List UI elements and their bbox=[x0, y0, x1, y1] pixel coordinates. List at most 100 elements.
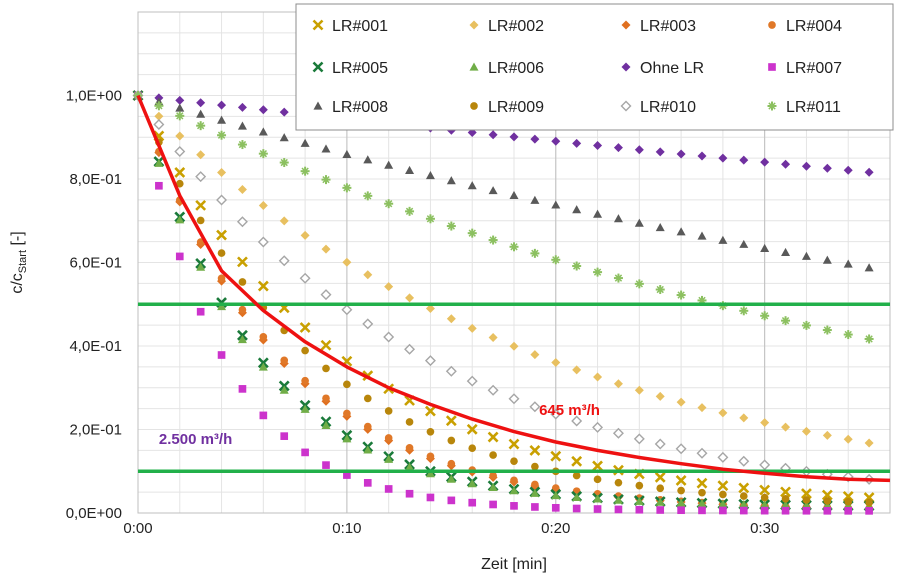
data-point bbox=[467, 181, 477, 190]
data-point bbox=[299, 322, 311, 333]
x-tick-label: 0:20 bbox=[541, 520, 570, 537]
legend-marker bbox=[312, 61, 324, 73]
data-point bbox=[405, 293, 415, 303]
data-point bbox=[509, 190, 519, 200]
data-point bbox=[801, 320, 811, 330]
data-point bbox=[571, 455, 583, 467]
data-point bbox=[195, 199, 207, 211]
data-point bbox=[571, 415, 583, 427]
fit-curve-line bbox=[136, 94, 891, 483]
legend-marker bbox=[620, 100, 632, 112]
data-point bbox=[739, 155, 749, 165]
data-point bbox=[299, 272, 311, 284]
data-point bbox=[572, 504, 581, 513]
data-point bbox=[489, 451, 497, 459]
data-point bbox=[613, 379, 623, 389]
data-point bbox=[593, 141, 603, 151]
legend-label: LR#011 bbox=[786, 99, 841, 116]
data-point bbox=[342, 257, 352, 267]
data-point bbox=[760, 506, 769, 515]
data-point bbox=[467, 228, 477, 238]
data-point bbox=[696, 477, 708, 489]
data-point bbox=[258, 105, 268, 115]
data-point bbox=[675, 443, 687, 455]
legend-marker bbox=[767, 101, 777, 111]
data-point bbox=[739, 239, 749, 248]
data-point bbox=[175, 252, 184, 261]
data-point bbox=[343, 471, 351, 479]
data-point bbox=[425, 171, 435, 180]
data-point bbox=[321, 175, 331, 185]
data-point bbox=[822, 325, 832, 335]
data-point bbox=[488, 186, 498, 195]
data-point bbox=[217, 274, 226, 283]
series-LR#003 bbox=[133, 91, 874, 514]
data-point bbox=[446, 176, 456, 185]
data-point bbox=[343, 380, 351, 389]
data-point bbox=[342, 183, 352, 193]
data-point bbox=[843, 330, 853, 340]
data-point bbox=[633, 433, 645, 445]
x-tick-label: 0:30 bbox=[750, 520, 779, 537]
data-point bbox=[488, 333, 498, 343]
legend-item: LR#002 bbox=[469, 18, 544, 35]
data-point bbox=[781, 506, 790, 515]
legend-label: LR#003 bbox=[640, 18, 696, 35]
data-point bbox=[466, 375, 478, 387]
data-point bbox=[447, 496, 456, 505]
data-point bbox=[301, 448, 309, 457]
data-point bbox=[237, 335, 247, 344]
legend-label: LR#006 bbox=[488, 60, 544, 77]
data-point bbox=[405, 444, 414, 452]
data-point bbox=[551, 503, 560, 512]
data-point bbox=[781, 500, 791, 509]
data-point bbox=[634, 279, 644, 289]
reference-lines bbox=[138, 302, 890, 473]
data-point bbox=[864, 438, 874, 448]
data-point bbox=[362, 318, 374, 330]
data-point bbox=[425, 405, 436, 417]
x-tick-label: 0:10 bbox=[332, 520, 361, 537]
data-point bbox=[655, 222, 665, 232]
data-point bbox=[425, 469, 435, 478]
data-point bbox=[154, 158, 164, 167]
data-point bbox=[426, 427, 435, 436]
data-point bbox=[654, 471, 666, 483]
data-point bbox=[300, 166, 310, 176]
series-LR#002 bbox=[133, 91, 874, 448]
data-point bbox=[509, 132, 519, 142]
data-point bbox=[300, 138, 310, 147]
data-point bbox=[677, 506, 685, 515]
data-point bbox=[509, 341, 519, 351]
legend-item: LR#011 bbox=[767, 99, 841, 116]
axes: 0:00 0:10 0:20 0:30 0,0E+00 2,0E-01 4,0E-01 6,0… bbox=[9, 88, 779, 574]
data-point bbox=[363, 445, 373, 454]
data-point bbox=[864, 263, 874, 272]
data-point bbox=[279, 158, 289, 168]
data-point bbox=[676, 498, 686, 507]
legend-marker bbox=[469, 20, 479, 30]
data-point bbox=[217, 249, 226, 257]
data-point bbox=[842, 490, 854, 502]
data-point bbox=[739, 492, 748, 500]
series-LR#006 bbox=[133, 91, 874, 510]
data-point bbox=[675, 475, 687, 486]
data-point bbox=[384, 199, 394, 209]
data-point bbox=[551, 491, 561, 500]
data-point bbox=[612, 427, 624, 439]
data-point bbox=[154, 101, 164, 111]
data-point bbox=[175, 215, 185, 224]
data-point bbox=[238, 385, 247, 393]
data-point bbox=[175, 111, 185, 121]
data-point bbox=[739, 306, 749, 316]
data-point bbox=[759, 459, 771, 471]
data-point bbox=[405, 462, 415, 471]
data-point bbox=[447, 459, 456, 468]
data-point bbox=[531, 462, 539, 471]
data-point bbox=[447, 436, 456, 445]
data-point bbox=[530, 195, 540, 204]
series-LR#005 bbox=[132, 90, 875, 512]
legend-marker bbox=[768, 63, 776, 71]
legend-label: LR#005 bbox=[332, 60, 388, 77]
legend-marker bbox=[621, 62, 631, 72]
